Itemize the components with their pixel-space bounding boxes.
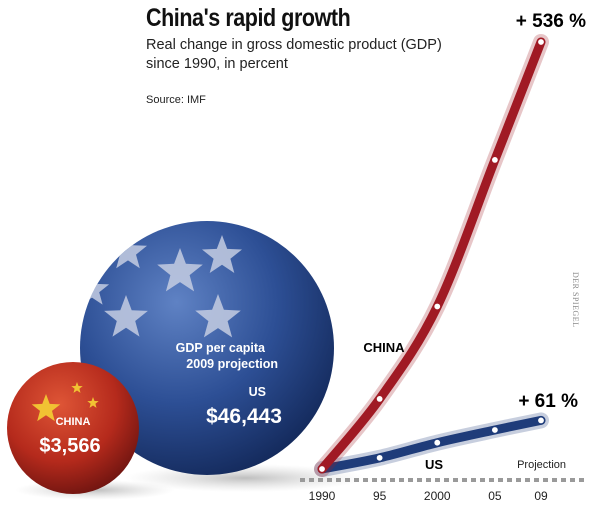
china-data-point xyxy=(536,37,546,47)
gdp-caption-line1: GDP per capita xyxy=(176,341,266,355)
star-icon xyxy=(31,394,61,422)
star-icon xyxy=(202,235,242,273)
chart-subtitle: Real change in gross domestic product (G… xyxy=(146,37,442,72)
china-line-glow xyxy=(314,34,549,477)
chart-title: China's rapid growth xyxy=(146,4,351,32)
china-flag-stars xyxy=(31,382,99,422)
publisher-credit: DER SPIEGEL xyxy=(571,272,580,328)
us-sphere-label: US xyxy=(249,385,266,399)
china-gdp-sphere xyxy=(7,362,139,494)
china-data-point xyxy=(317,464,327,474)
star-icon xyxy=(195,294,241,338)
us-end-value: + 61 % xyxy=(518,391,578,412)
us-data-point xyxy=(536,416,546,425)
series-layer xyxy=(314,34,549,477)
us-gdp-sphere xyxy=(80,221,334,475)
gdp-caption-line2: 2009 projection xyxy=(186,357,278,371)
us-gdp-per-capita-value: $46,443 xyxy=(206,405,282,428)
china-data-point xyxy=(432,302,442,311)
china-series-label: CHINA xyxy=(363,340,405,355)
china-line xyxy=(317,37,546,474)
star-icon xyxy=(71,382,83,393)
us-data-point xyxy=(490,425,500,435)
china-end-value: + 536 % xyxy=(516,11,586,32)
us-data-point xyxy=(432,438,442,448)
star-icon xyxy=(109,232,147,269)
x-axis-ticks: 1990 95 2000 05 09 xyxy=(309,489,548,503)
x-tick-label: 2000 xyxy=(424,489,451,503)
x-tick-label: 95 xyxy=(373,489,387,503)
x-tick-label: 09 xyxy=(534,489,548,503)
china-data-point xyxy=(490,155,500,165)
x-tick-label: 1990 xyxy=(309,489,336,503)
x-tick-label: 05 xyxy=(488,489,502,503)
us-series-label: US xyxy=(425,457,443,472)
china-gdp-per-capita-value: $3,566 xyxy=(39,435,100,457)
china-data-point xyxy=(375,394,384,404)
star-icon xyxy=(157,248,203,292)
chart-source: Source: IMF xyxy=(146,94,206,106)
star-icon xyxy=(87,397,99,408)
projection-label: Projection xyxy=(517,459,566,471)
china-sphere-label: CHINA xyxy=(56,416,91,428)
us-data-point xyxy=(375,453,384,463)
star-icon xyxy=(104,295,148,337)
